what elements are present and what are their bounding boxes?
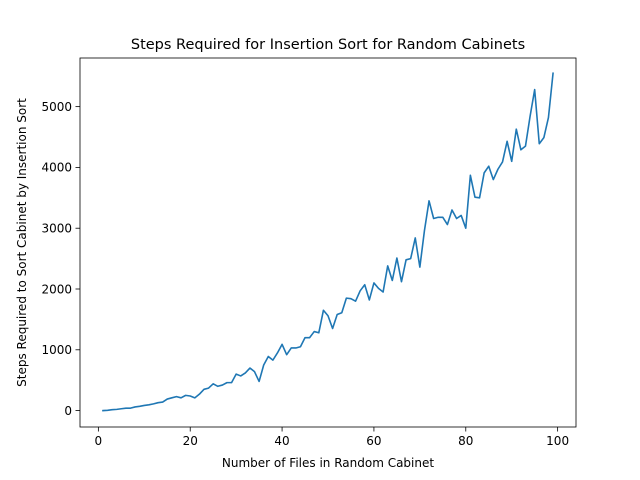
y-axis-ticks: 0 1000 2000 3000 4000 5000 xyxy=(41,100,80,418)
x-tick-label: 80 xyxy=(458,434,473,448)
x-tick-label: 100 xyxy=(546,434,569,448)
x-tick-label: 0 xyxy=(95,434,103,448)
y-tick-label: 5000 xyxy=(41,100,72,114)
plot-area xyxy=(102,72,554,412)
y-tick-label: 4000 xyxy=(41,161,72,175)
y-axis-label: Steps Required to Sort Cabinet by Insert… xyxy=(15,98,29,387)
axes-frame xyxy=(79,57,577,428)
chart-title: Steps Required for Insertion Sort for Ra… xyxy=(131,37,525,53)
x-tick-label: 40 xyxy=(274,434,289,448)
y-tick-label: 1000 xyxy=(41,343,72,357)
y-tick-label: 2000 xyxy=(41,282,72,296)
y-tick-label: 0 xyxy=(64,404,72,418)
x-axis-ticks: 0 20 40 60 80 100 xyxy=(95,427,569,448)
x-axis-label: Number of Files in Random Cabinet xyxy=(222,456,434,470)
x-tick-label: 20 xyxy=(183,434,198,448)
x-tick-label: 60 xyxy=(366,434,381,448)
y-tick-label: 3000 xyxy=(41,222,72,236)
series-line xyxy=(102,72,554,412)
